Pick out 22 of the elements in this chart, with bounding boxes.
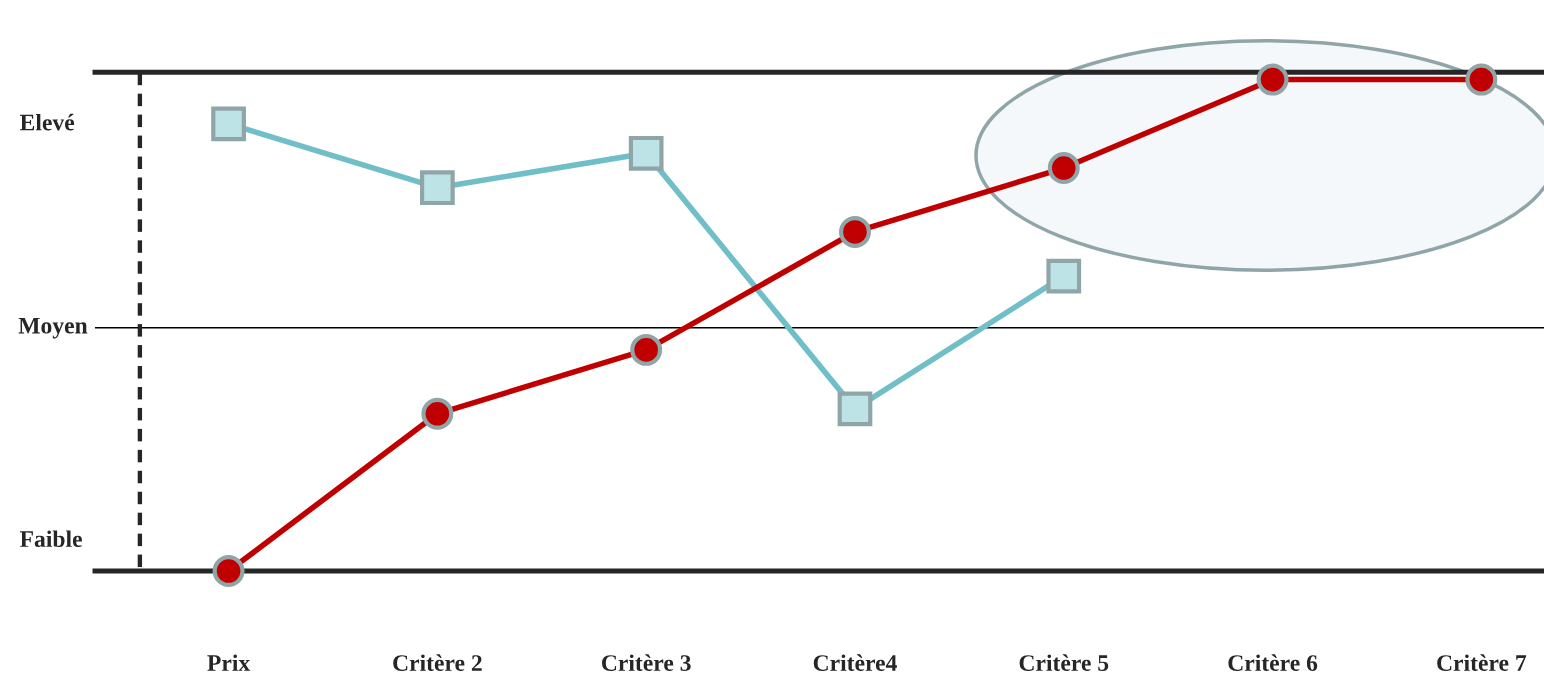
point [420,170,455,206]
x-tick-label: Critère 2 [393,654,482,671]
point [1465,63,1498,96]
text: Faible [20,530,82,548]
x-tick-label: Critère 3 [601,654,691,671]
ref-line-label: Moyen [18,317,88,339]
x-tick-label: Critère 5 [1019,654,1109,671]
x-tick-label: Critère 7 [1437,654,1527,671]
point [421,397,454,430]
point [630,333,663,366]
x-tick-label: Critère4 [813,654,897,671]
x-tick-label: Critère 6 [1228,654,1318,671]
point [211,106,246,142]
point [838,215,871,248]
point [837,391,873,427]
point [1047,152,1080,185]
point [1256,63,1289,96]
point [1046,258,1082,294]
x-tick-label: Prix [207,654,251,671]
point [212,555,245,588]
point [628,135,664,171]
text: Elevé [20,113,75,131]
